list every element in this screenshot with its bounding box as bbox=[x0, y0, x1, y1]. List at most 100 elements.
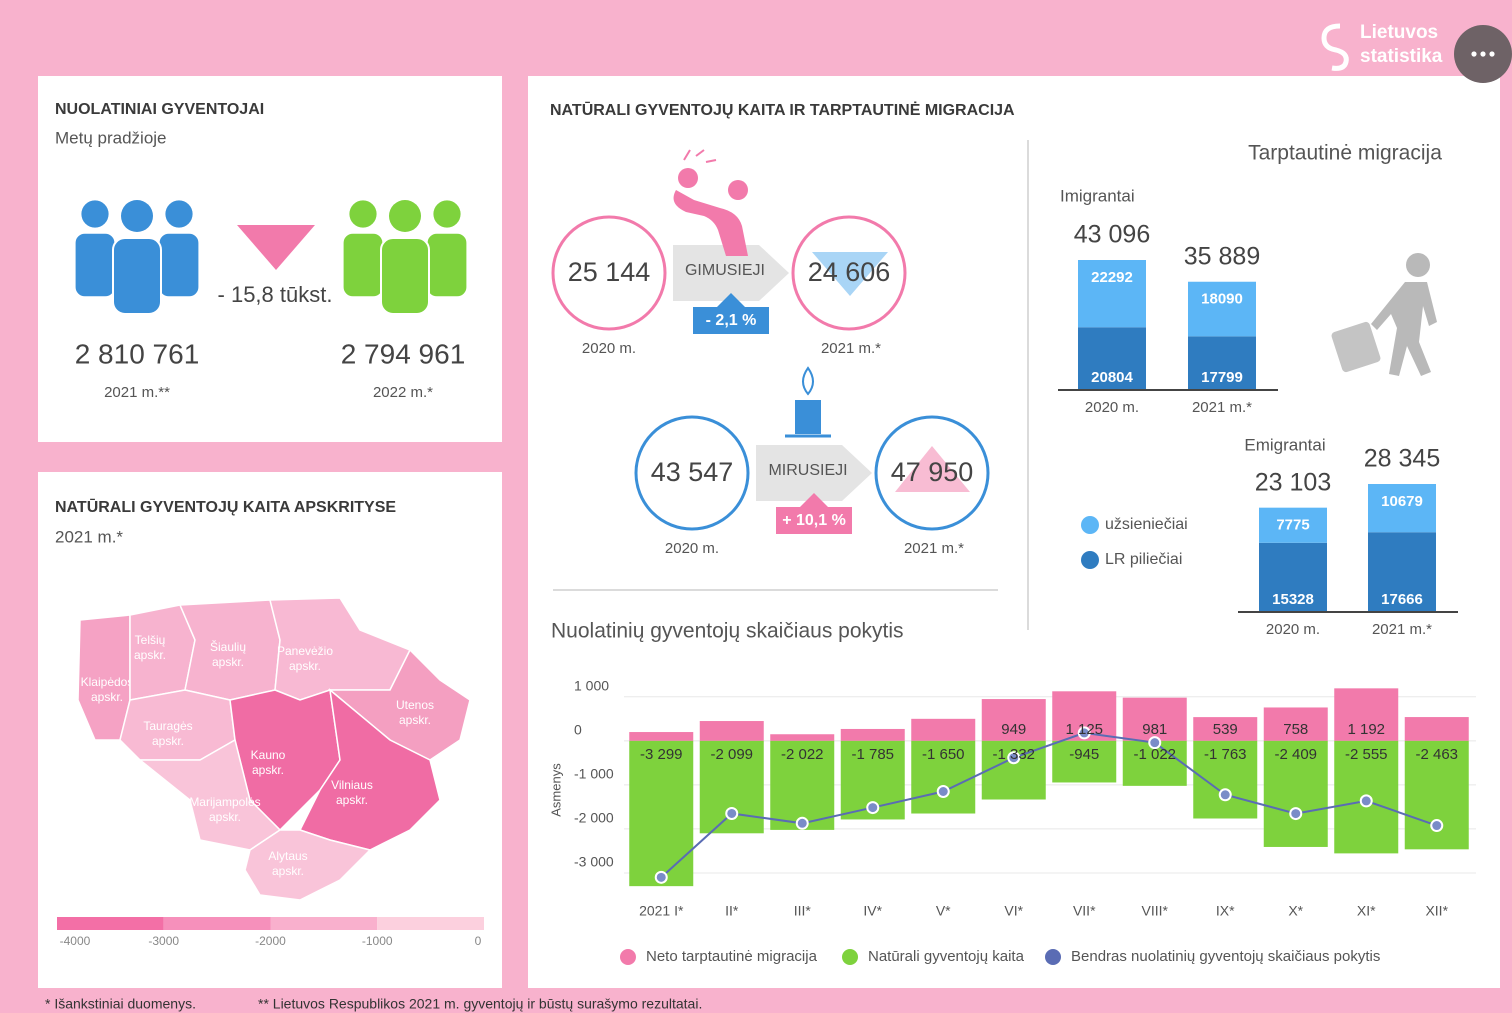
adult-head bbox=[728, 180, 748, 200]
region-label: apskr. bbox=[399, 713, 431, 727]
line-point bbox=[1289, 807, 1303, 821]
footnote: * Išankstiniai duomenys. bbox=[45, 996, 196, 1012]
region-label: apskr. bbox=[212, 655, 244, 669]
line-point bbox=[936, 785, 950, 798]
flame bbox=[802, 366, 814, 396]
data-label: 1 125 bbox=[1065, 721, 1103, 738]
x-tick-label: III* bbox=[794, 903, 812, 919]
group-title: Imigrantai bbox=[1060, 186, 1135, 205]
person-head bbox=[433, 200, 461, 228]
data-label: -1 332 bbox=[992, 746, 1035, 763]
x-tick-label: VII* bbox=[1073, 903, 1096, 919]
segment-label: 7775 bbox=[1276, 517, 1309, 534]
region-label: apskr. bbox=[272, 864, 304, 878]
logo-text: statistika bbox=[1360, 46, 1443, 67]
badge-pointer bbox=[717, 293, 745, 307]
x-tick-label: VIII* bbox=[1142, 903, 1169, 919]
population-year: 2021 m.** bbox=[104, 384, 170, 401]
total-label: 28 345 bbox=[1364, 445, 1440, 473]
candle bbox=[795, 400, 821, 434]
data-label: -1 650 bbox=[922, 746, 965, 763]
bar bbox=[1193, 717, 1258, 741]
region-label: apskr. bbox=[336, 793, 368, 807]
data-label: -2 555 bbox=[1345, 746, 1388, 763]
legend-label: Bendras nuolatinių gyventojų skaičiaus p… bbox=[1071, 948, 1380, 965]
segment-label: 17799 bbox=[1201, 369, 1243, 386]
bar-segment bbox=[1188, 281, 1256, 337]
bar bbox=[1263, 740, 1328, 847]
data-label: 539 bbox=[1213, 721, 1238, 738]
person-head bbox=[165, 200, 193, 228]
region-label: Marijampolės bbox=[189, 795, 260, 809]
region-label: Utenos bbox=[396, 698, 434, 712]
data-label: -3 299 bbox=[640, 746, 683, 763]
data-label: -2 099 bbox=[710, 746, 753, 763]
footnote: ** Lietuvos Respublikos 2021 m. gyventoj… bbox=[258, 996, 702, 1012]
circle bbox=[634, 415, 750, 531]
dot bbox=[1471, 51, 1477, 57]
x-tick-label: 2020 m. bbox=[1085, 399, 1139, 416]
badge bbox=[776, 507, 852, 534]
bar bbox=[911, 740, 976, 814]
y-axis-label: Asmenys bbox=[548, 763, 563, 817]
line-point bbox=[795, 816, 809, 830]
person-head bbox=[389, 200, 421, 232]
legend-marker bbox=[1081, 516, 1099, 534]
bar bbox=[770, 740, 835, 830]
bar bbox=[1334, 688, 1399, 741]
population-change: - 15,8 tūkst. bbox=[218, 282, 333, 307]
line-point bbox=[1430, 819, 1444, 833]
logo-mark bbox=[1321, 23, 1349, 71]
arrow-label: MIRUSIEJI bbox=[768, 462, 847, 479]
baby-head bbox=[678, 168, 698, 188]
value: 25 144 bbox=[568, 257, 651, 287]
region-label: apskr. bbox=[289, 659, 321, 673]
colorbar-tick-label: -1000 bbox=[362, 934, 393, 948]
x-tick-label: V* bbox=[936, 903, 951, 919]
line-point bbox=[1007, 751, 1021, 765]
total-label: 35 889 bbox=[1184, 242, 1260, 270]
x-tick-label: 2021 m.* bbox=[1192, 399, 1252, 416]
data-label: 981 bbox=[1142, 721, 1167, 738]
colorbar-segment bbox=[163, 917, 271, 930]
bar-segment bbox=[1259, 542, 1327, 612]
region-label: apskr. bbox=[134, 648, 166, 662]
segment-label: 22292 bbox=[1091, 269, 1133, 286]
person-body bbox=[112, 237, 162, 315]
bar bbox=[629, 740, 694, 887]
data-label: -2 022 bbox=[781, 746, 824, 763]
data-label: -1 785 bbox=[851, 746, 894, 763]
population-year: 2022 m.* bbox=[373, 384, 433, 401]
data-label: -2 463 bbox=[1415, 746, 1458, 763]
colorbar-segment bbox=[377, 917, 484, 930]
legend-label: LR piliečiai bbox=[1105, 551, 1182, 568]
value: 24 606 bbox=[808, 257, 891, 287]
person-body bbox=[157, 231, 201, 299]
population-value: 2 810 761 bbox=[75, 338, 200, 369]
total-label: 23 103 bbox=[1255, 468, 1331, 496]
bar bbox=[1263, 707, 1328, 741]
region-label: apskr. bbox=[209, 810, 241, 824]
y-tick-label: -1 000 bbox=[574, 766, 614, 782]
bar bbox=[1052, 740, 1117, 783]
dot bbox=[1480, 51, 1486, 57]
legend-marker bbox=[842, 949, 858, 965]
segment-label: 10679 bbox=[1381, 493, 1423, 510]
colorbar-segment bbox=[57, 917, 164, 930]
arrow bbox=[756, 445, 872, 501]
person-body bbox=[425, 231, 469, 299]
population-value: 2 794 961 bbox=[341, 338, 466, 369]
y-tick-label: 0 bbox=[574, 722, 582, 738]
region-label: apskr. bbox=[252, 763, 284, 777]
colorbar-tick-label: -3000 bbox=[148, 934, 179, 948]
bar-segment bbox=[1368, 484, 1436, 533]
circle bbox=[551, 215, 667, 331]
data-label: 949 bbox=[1001, 721, 1026, 738]
change-indicator bbox=[812, 252, 888, 296]
legend-marker bbox=[1081, 551, 1099, 569]
region-label: apskr. bbox=[91, 690, 123, 704]
more-button[interactable] bbox=[1454, 25, 1512, 83]
data-label: -1 022 bbox=[1133, 746, 1176, 763]
